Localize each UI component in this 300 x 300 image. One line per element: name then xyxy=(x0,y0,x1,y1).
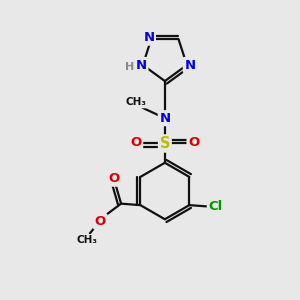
Text: N: N xyxy=(136,58,147,71)
Text: N: N xyxy=(143,31,155,44)
Text: N: N xyxy=(159,112,170,125)
Text: Cl: Cl xyxy=(208,200,223,213)
Text: H: H xyxy=(125,61,135,71)
Text: CH₃: CH₃ xyxy=(125,98,146,107)
Text: O: O xyxy=(130,136,142,149)
Text: O: O xyxy=(95,215,106,228)
Text: S: S xyxy=(160,136,170,151)
Text: N: N xyxy=(184,58,195,71)
Text: O: O xyxy=(188,136,199,149)
Text: CH₃: CH₃ xyxy=(76,235,98,245)
Text: O: O xyxy=(109,172,120,185)
